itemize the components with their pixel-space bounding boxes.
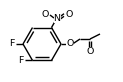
- Text: N: N: [54, 14, 61, 23]
- Text: O: O: [66, 40, 74, 48]
- Text: O: O: [86, 47, 94, 56]
- Text: O: O: [41, 10, 49, 19]
- Text: F: F: [9, 40, 14, 48]
- Text: F: F: [18, 56, 24, 65]
- Text: O: O: [66, 10, 73, 19]
